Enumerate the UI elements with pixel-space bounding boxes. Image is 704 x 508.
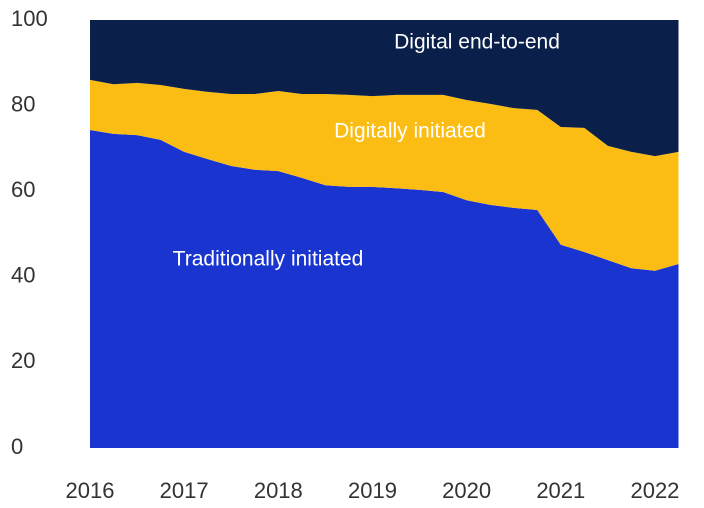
y-tick-label: 60 — [11, 177, 35, 202]
x-tick-label: 2016 — [66, 478, 115, 503]
series-label: Digitally initiated — [334, 120, 486, 143]
x-tick-label: 2018 — [254, 478, 303, 503]
series-label: Digital end-to-end — [394, 31, 560, 54]
series-label: Traditionally initiated — [173, 248, 364, 271]
x-tick-label: 2019 — [348, 478, 397, 503]
y-tick-label: 40 — [11, 263, 35, 288]
area — [90, 20, 679, 157]
x-tick-label: 2017 — [160, 478, 209, 503]
x-tick-label: 2021 — [536, 478, 585, 503]
area — [90, 129, 679, 448]
y-tick-label: 100 — [11, 6, 48, 31]
y-tick-label: 20 — [11, 348, 35, 373]
y-tick-label: 0 — [11, 434, 23, 459]
y-tick-label: 80 — [11, 91, 35, 116]
area — [90, 79, 679, 271]
x-tick-label: 2020 — [442, 478, 491, 503]
x-tick-label: 2022 — [630, 478, 679, 503]
